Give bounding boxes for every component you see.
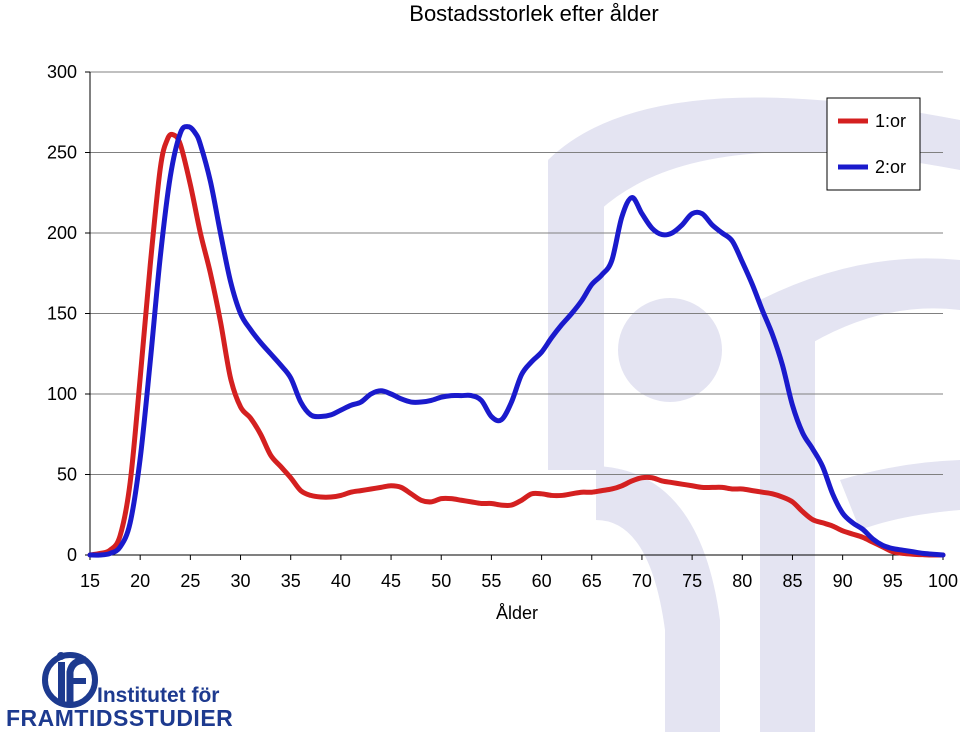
watermark-base xyxy=(596,466,720,732)
logo-mark-icon xyxy=(42,652,98,708)
x-tick-label-35: 35 xyxy=(281,571,301,591)
x-axis-label: Ålder xyxy=(496,603,538,623)
x-tick-label-100: 100 xyxy=(928,571,958,591)
x-axis-ticks: 15 20 25 30 35 40 45 50 55 60 65 70 75 80 85 90 95 100 xyxy=(80,555,958,591)
x-tick-label-50: 50 xyxy=(431,571,451,591)
x-tick-label-40: 40 xyxy=(331,571,351,591)
y-tick-label-50: 50 xyxy=(57,465,77,485)
x-tick-label-25: 25 xyxy=(180,571,200,591)
x-tick-label-90: 90 xyxy=(833,571,853,591)
y-tick-label-100: 100 xyxy=(47,384,77,404)
x-tick-label-70: 70 xyxy=(632,571,652,591)
x-tick-label-55: 55 xyxy=(481,571,501,591)
series-group xyxy=(87,124,946,558)
x-tick-label-60: 60 xyxy=(532,571,552,591)
y-tick-label-250: 250 xyxy=(47,143,77,163)
x-tick-label-30: 30 xyxy=(231,571,251,591)
x-tick-label-80: 80 xyxy=(732,571,752,591)
x-tick-label-75: 75 xyxy=(682,571,702,591)
series-line-1 xyxy=(87,131,946,558)
watermark-stem-left xyxy=(548,160,604,470)
series-line-2 xyxy=(87,124,946,558)
legend-label-1: 1:or xyxy=(875,111,906,131)
logo-line-1: Institutet för xyxy=(97,684,219,707)
x-tick-label-65: 65 xyxy=(582,571,602,591)
watermark-arc-mid xyxy=(760,258,960,350)
x-tick-label-45: 45 xyxy=(381,571,401,591)
legend: 1:or 2:or xyxy=(826,97,921,191)
y-tick-label-300: 300 xyxy=(47,62,77,82)
y-tick-label-200: 200 xyxy=(47,223,77,243)
gridlines xyxy=(90,71,943,475)
logo-line-2: FRAMTIDSSTUDIER xyxy=(6,705,233,731)
x-tick-label-15: 15 xyxy=(80,571,100,591)
y-tick-label-0: 0 xyxy=(67,545,77,565)
chart-title: Bostadsstorlek efter ålder xyxy=(409,1,658,26)
legend-box xyxy=(826,97,921,191)
watermark-stem-right xyxy=(760,300,815,732)
x-tick-label-20: 20 xyxy=(130,571,150,591)
x-tick-label-95: 95 xyxy=(883,571,903,591)
watermark-arc-low xyxy=(840,460,960,530)
watermark-graphic xyxy=(548,97,960,732)
logo: Institutet för FRAMTIDSSTUDIER xyxy=(6,652,233,731)
x-tick-label-85: 85 xyxy=(782,571,802,591)
y-tick-label-150: 150 xyxy=(47,304,77,324)
legend-label-2: 2:or xyxy=(875,157,906,177)
watermark-dot xyxy=(618,298,722,402)
y-axis-ticks: 0 50 100 150 200 250 300 xyxy=(47,62,90,565)
